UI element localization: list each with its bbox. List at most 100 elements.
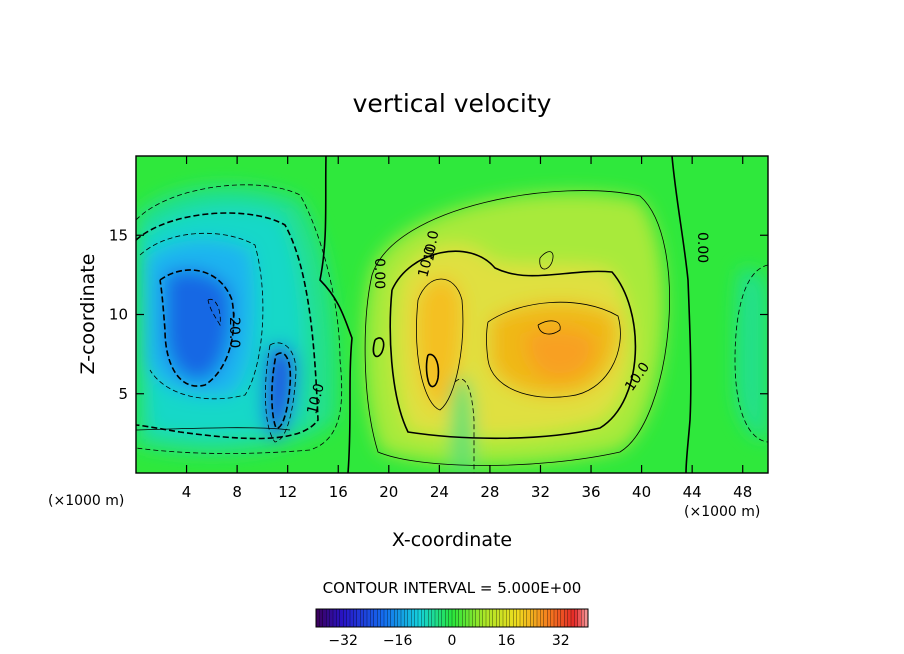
colorbar-cell [550,608,555,628]
y-tick-label: 15 [109,226,128,244]
colorbar-cell [567,608,572,628]
colorbar-cell [349,608,354,628]
contour-line [136,427,291,431]
contour-line [539,251,554,270]
x-tick-label: 44 [683,483,702,501]
colorbar-cell [513,608,517,628]
colorbar-tick-label: 16 [497,633,515,649]
contour-line [207,298,221,327]
field-neg-core3 [263,345,296,440]
contour-line [265,342,297,443]
field-pos-core3 [525,328,596,380]
colorbar-cell [540,608,545,628]
colorbar-cell [441,608,446,628]
x-tick-label: 20 [379,483,398,501]
x-units-left: (×1000 m) [48,493,124,509]
field-neg-right [735,269,768,440]
colorbar-cell [577,608,582,628]
x-tick-label: 4 [182,483,192,501]
x-tick-label: 40 [632,483,651,501]
contour-label: -20.0 [226,312,242,348]
x-axis-label: X-coordinate [392,529,512,551]
contour-line [136,184,343,454]
chart-title: vertical velocity [353,89,552,118]
colorbar-cell [397,608,402,628]
colorbar-cell [373,608,378,628]
colorbar-cell [530,608,534,628]
colorbar-cell [434,608,439,628]
colorbar-cell [570,608,575,628]
colorbar-cell [451,608,456,628]
colorbar-cell [465,608,470,628]
colorbar-cell [475,608,480,628]
colorbar-cell [553,608,558,628]
colorbar-cell [356,608,361,628]
contour-label: 10.0 [304,382,328,416]
y-tick-label: 10 [109,306,128,324]
colorbar-cell [581,608,585,628]
contour-line [425,353,440,388]
contour-line [271,352,292,429]
colorbar-cell [319,608,324,628]
x-tick-label: 28 [480,483,499,501]
heatmap-field: -20.0 10.0 0.00 10.0 10.0 10.0 0.00 [136,156,768,473]
colorbar-cell [332,608,337,628]
colorbar-cell [557,608,562,628]
colorbar-cell [343,608,347,628]
colorbar-cell [431,608,436,628]
contour-labels: -20.0 10.0 0.00 10.0 10.0 10.0 0.00 [226,229,710,416]
colorbar-cell [377,608,381,628]
contour-label: 10.0 [415,245,439,279]
contour-line [486,301,621,398]
colorbar-cell [492,608,497,628]
colorbar-cell [468,608,473,628]
colorbar-tick-label: −16 [383,633,413,649]
contour-line [454,378,475,473]
colorbar-cell [526,608,531,628]
contour-label: 0.00 [371,258,387,289]
field-neg-core2 [165,270,232,381]
colorbar-tick-label: −32 [328,633,358,649]
x-tick-label: 16 [329,483,348,501]
colorbar-cell [428,608,432,628]
colorbar-cell [499,608,504,628]
colorbar-tick-label: 0 [448,633,457,649]
y-axis: 5 10 15 [109,226,768,403]
colorbar-cell [370,608,375,628]
colorbar-cell [485,608,490,628]
contour-line [416,278,464,411]
colorbar-cell [400,608,405,628]
colorbar-cell [390,608,395,628]
colorbar-frame [315,608,589,628]
colorbar-cell [564,608,568,628]
colorbar-cell [560,608,565,628]
colorbar-cell [445,608,449,628]
contour-line [372,337,385,358]
contour-line [159,269,235,387]
colorbar [315,608,589,628]
contour-line [734,264,768,443]
y-tick-label: 5 [118,385,128,403]
colorbar-cell [479,608,483,628]
colorbar-cell [366,608,371,628]
colorbar-cell [462,608,466,628]
colorbar-cell [543,608,548,628]
colorbar-cell [411,608,415,628]
colorbar-cell [387,608,392,628]
field-neg-wedge [450,376,474,473]
colorbar-cell [506,608,511,628]
x-tick-label: 8 [232,483,242,501]
colorbar-cell [516,608,521,628]
colorbar-cell [346,608,351,628]
contour-line [537,320,561,335]
colorbar-cell [417,608,422,628]
colorbar-cell [502,608,507,628]
colorbar-cell [482,608,487,628]
x-units-right: (×1000 m) [684,504,760,520]
colorbar-cell [329,608,334,628]
colorbar-cell [407,608,412,628]
colorbar-cell [455,608,460,628]
colorbar-cell [438,608,443,628]
colorbar-cell [394,608,398,628]
